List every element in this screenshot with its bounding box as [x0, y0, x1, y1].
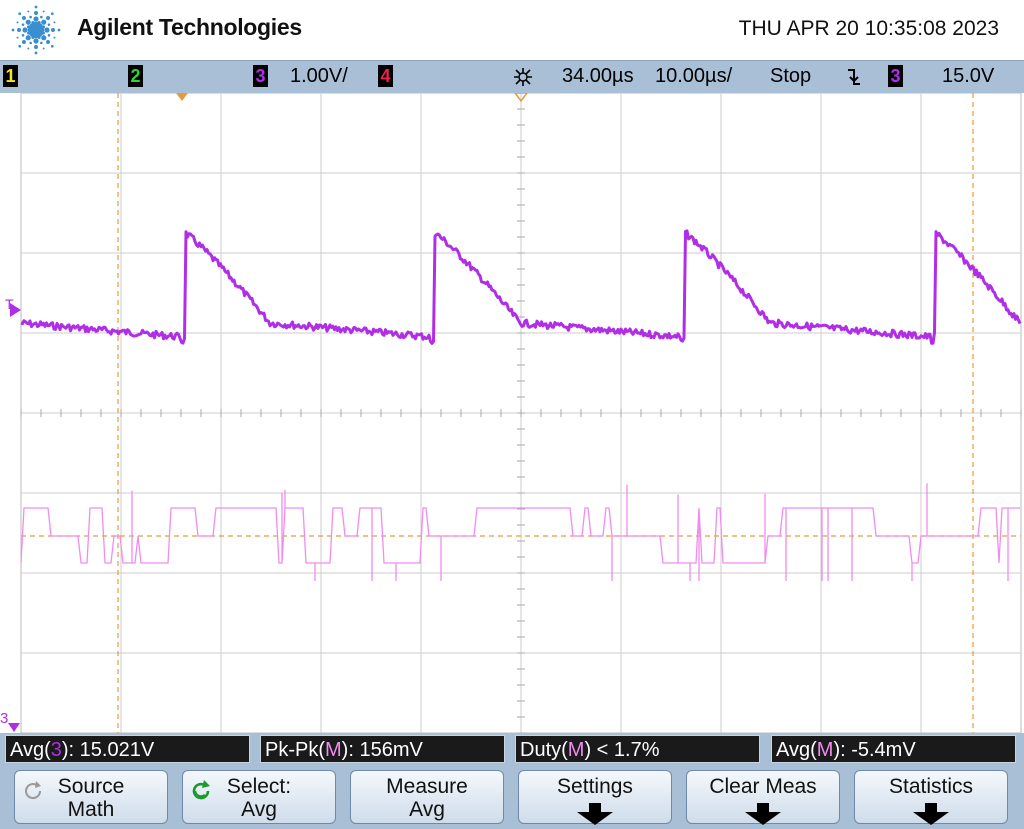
measurement-2[interactable]: Pk-Pk(M): 156mV: [260, 735, 505, 763]
down-arrow-icon: [745, 803, 781, 825]
channel-4-indicator[interactable]: 4: [378, 65, 393, 87]
channel-2-indicator[interactable]: 2: [128, 65, 143, 87]
channel-1-indicator[interactable]: 1: [3, 65, 18, 87]
measurement-4[interactable]: Avg(M): -5.4mV: [771, 735, 1016, 763]
trigger-level-label: T: [5, 296, 14, 312]
horizontal-delay-icon: [514, 68, 532, 86]
agilent-spark-logo-icon: [11, 5, 61, 55]
softkey-label: Settings: [557, 775, 633, 798]
clear-meas-softkey[interactable]: Clear Meas: [686, 770, 840, 825]
softkey-bar: Source Math Select: Avg Measure Avg Sett…: [0, 767, 1024, 829]
down-arrow-icon: [577, 803, 613, 825]
channel-3-ground-label: 3: [0, 710, 8, 727]
trigger-level[interactable]: 15.0V: [942, 65, 995, 87]
delay-reference-marker: [513, 92, 529, 103]
channel-3-waveform: [20, 229, 1022, 345]
softkey-label: Select:: [226, 775, 292, 798]
softkey-label: Source: [57, 775, 125, 798]
trigger-level-marker: [10, 303, 21, 317]
falling-edge-icon: [848, 69, 860, 85]
time-scale[interactable]: 10.00µs/: [655, 65, 733, 87]
header: Agilent Technologies THU APR 20 10:35:08…: [0, 0, 1024, 60]
graticule: T 3: [0, 92, 1022, 734]
date-time: THU APR 20 10:35:08 2023: [738, 17, 999, 40]
measurement-1[interactable]: Avg(3): 15.021V: [5, 735, 250, 763]
channel-3-indicator[interactable]: 3: [253, 65, 268, 87]
settings-softkey[interactable]: Settings: [518, 770, 672, 825]
status-bar: 1 2 3 1.00V/ 4 34.00µs 10.00µs/ Stop 3 1…: [0, 60, 1024, 94]
trigger-position-marker: [176, 93, 188, 101]
measure-softkey[interactable]: Measure Avg: [350, 770, 504, 824]
time-delay[interactable]: 34.00µs: [562, 65, 634, 87]
math-waveform: [20, 483, 1020, 581]
measurement-3[interactable]: Duty(M) < 1.7%: [515, 735, 760, 763]
source-softkey[interactable]: Source Math: [14, 770, 168, 824]
softkey-value: Avg: [241, 798, 277, 821]
channel-3-ground-marker: [8, 723, 20, 732]
select-softkey[interactable]: Select: Avg: [182, 770, 336, 824]
statistics-softkey[interactable]: Statistics: [854, 770, 1008, 825]
softkey-value: Avg: [409, 798, 445, 821]
softkey-value: Math: [67, 798, 115, 821]
measurement-bar: Avg(3): 15.021V Pk-Pk(M): 156mV Duty(M) …: [0, 733, 1024, 767]
run-state[interactable]: Stop: [770, 65, 812, 87]
channel-3-scale[interactable]: 1.00V/: [290, 65, 348, 87]
rotate-knob-icon: [192, 780, 210, 800]
softkey-label: Clear Meas: [709, 775, 817, 798]
softkey-label: Measure: [386, 775, 468, 798]
down-arrow-icon: [913, 803, 949, 825]
brand-name: Agilent Technologies: [77, 14, 302, 40]
softkey-label: Statistics: [888, 775, 974, 798]
waveform-display[interactable]: T 3: [0, 92, 1024, 734]
trigger-source-indicator[interactable]: 3: [888, 65, 903, 87]
rotate-knob-icon: [25, 781, 42, 800]
